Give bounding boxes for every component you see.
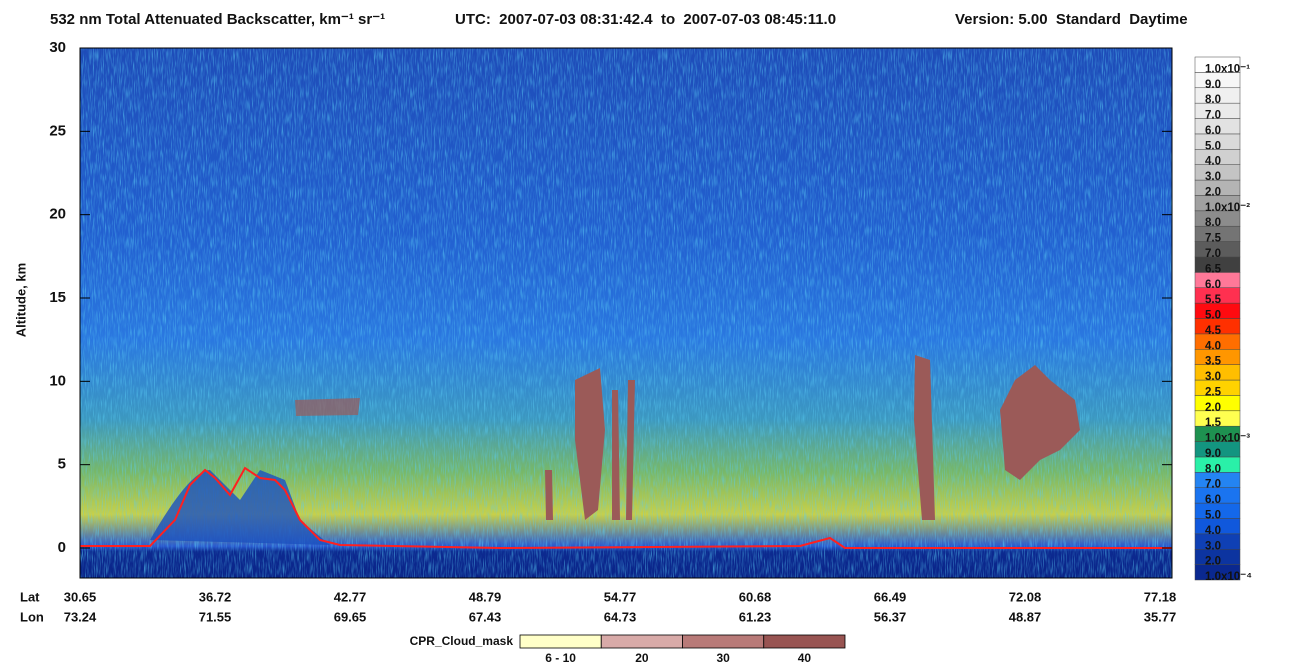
cloud bbox=[575, 368, 605, 520]
cloud bbox=[1000, 365, 1080, 480]
cpr-legend-label: 6 - 10 bbox=[545, 651, 576, 665]
cpr-legend-label: 20 bbox=[635, 651, 649, 665]
surface-line bbox=[80, 466, 1172, 550]
y-tick-label: 0 bbox=[58, 539, 66, 556]
colorbar-label: 2.0 bbox=[1205, 402, 1221, 414]
colorbar-label: 7.0 bbox=[1205, 248, 1221, 260]
colorbar-label: 8.0 bbox=[1205, 94, 1221, 106]
colorbar-label: 3.0 bbox=[1205, 371, 1221, 383]
cloud bbox=[295, 398, 360, 416]
x-tick-label: 71.55 bbox=[199, 609, 232, 624]
cloud bbox=[626, 380, 635, 520]
plot-frame bbox=[79, 47, 1173, 579]
y-tick-label: 5 bbox=[58, 456, 66, 473]
cpr-legend-cell bbox=[763, 634, 846, 649]
plot-area bbox=[79, 47, 1173, 579]
colorbar-label: 1.0x10⁻¹ bbox=[1205, 63, 1250, 75]
x-row-name: Lat bbox=[20, 589, 40, 604]
x-tick-label: 30.65 bbox=[64, 589, 97, 604]
colorbar-label: 4.0 bbox=[1205, 340, 1221, 352]
x-tick-label: 77.18 bbox=[1144, 589, 1177, 604]
x-tick-label: 42.77 bbox=[334, 589, 367, 604]
x-tick-label: 64.73 bbox=[604, 609, 637, 624]
x-tick-label: 61.23 bbox=[739, 609, 772, 624]
x-tick-label: 60.68 bbox=[739, 589, 772, 604]
colorbar-label: 7.0 bbox=[1205, 479, 1221, 491]
x-tick-label: 48.79 bbox=[469, 589, 502, 604]
colorbar-label: 2.0 bbox=[1205, 186, 1221, 198]
colorbar-label: 8.0 bbox=[1205, 463, 1221, 475]
cpr-legend-cell bbox=[682, 634, 765, 649]
colorbar-label: 3.5 bbox=[1205, 356, 1222, 368]
colorbar-label: 1.0x10⁻² bbox=[1205, 202, 1250, 214]
x-tick-label: 69.65 bbox=[334, 609, 367, 624]
y-axis-label: Altitude, km bbox=[13, 263, 28, 337]
y-tick-label: 10 bbox=[49, 372, 66, 389]
x-tick-label: 54.77 bbox=[604, 589, 637, 604]
colorbar-label: 3.0 bbox=[1205, 171, 1221, 183]
colorbar-label: 5.0 bbox=[1205, 310, 1221, 322]
cloud bbox=[612, 390, 620, 520]
cpr-legend-title: CPR_Cloud_mask bbox=[410, 634, 514, 648]
x-tick-label: 35.77 bbox=[1144, 609, 1177, 624]
colorbar-label: 7.5 bbox=[1205, 233, 1222, 245]
version-label: Version: 5.00 Standard Daytime bbox=[955, 11, 1188, 28]
colorbar-label: 6.0 bbox=[1205, 494, 1221, 506]
cpr-legend-cell bbox=[519, 634, 602, 649]
cpr-legend-cell bbox=[600, 634, 683, 649]
y-tick-label: 15 bbox=[49, 289, 66, 306]
colorbar-label: 6.0 bbox=[1205, 125, 1221, 137]
colorbar-label: 2.0 bbox=[1205, 556, 1221, 568]
colorbar-label: 5.0 bbox=[1205, 510, 1221, 522]
colorbar-label: 9.0 bbox=[1205, 79, 1221, 91]
colorbar-label: 9.0 bbox=[1205, 448, 1221, 460]
colorbar-cell bbox=[1194, 56, 1241, 73]
chart-title: 532 nm Total Attenuated Backscatter, km⁻… bbox=[50, 11, 385, 28]
cloud bbox=[545, 470, 553, 520]
x-tick-label: 36.72 bbox=[199, 589, 232, 604]
cloud-mask bbox=[295, 355, 1080, 520]
x-tick-label: 73.24 bbox=[64, 609, 97, 624]
colorbar-label: 5.5 bbox=[1205, 294, 1222, 306]
colorbar-label: 6.0 bbox=[1205, 279, 1221, 291]
chart-subtitle: UTC: 2007-07-03 08:31:42.4 to 2007-07-03… bbox=[455, 11, 836, 28]
x-tick-label: 48.87 bbox=[1009, 609, 1042, 624]
x-tick-label: 72.08 bbox=[1009, 589, 1042, 604]
colorbar-label: 5.0 bbox=[1205, 140, 1221, 152]
cpr-legend-label: 30 bbox=[716, 651, 730, 665]
colorbar-label: 1.5 bbox=[1205, 417, 1222, 429]
y-tick-label: 20 bbox=[49, 206, 66, 223]
x-tick-label: 56.37 bbox=[874, 609, 907, 624]
colorbar-label: 6.5 bbox=[1205, 263, 1222, 275]
colorbar-label: 4.5 bbox=[1205, 325, 1222, 337]
y-tick-label: 25 bbox=[49, 122, 66, 139]
colorbar-label: 4.0 bbox=[1205, 525, 1221, 537]
y-tick-label: 30 bbox=[49, 39, 66, 56]
colorbar-label: 7.0 bbox=[1205, 110, 1221, 122]
x-row-name: Lon bbox=[20, 609, 44, 624]
colorbar-label: 8.0 bbox=[1205, 217, 1221, 229]
colorbar-label: 1.0x10⁻³ bbox=[1205, 433, 1250, 445]
colorbar-label: 1.0x10⁻⁴ bbox=[1205, 571, 1252, 583]
colorbar-label: 2.5 bbox=[1205, 386, 1222, 398]
colorbar-label: 3.0 bbox=[1205, 540, 1221, 552]
x-tick-label: 66.49 bbox=[874, 589, 907, 604]
colorbar-label: 4.0 bbox=[1205, 156, 1221, 168]
x-tick-label: 67.43 bbox=[469, 609, 502, 624]
cpr-legend-label: 40 bbox=[798, 651, 812, 665]
cloud bbox=[914, 355, 935, 520]
